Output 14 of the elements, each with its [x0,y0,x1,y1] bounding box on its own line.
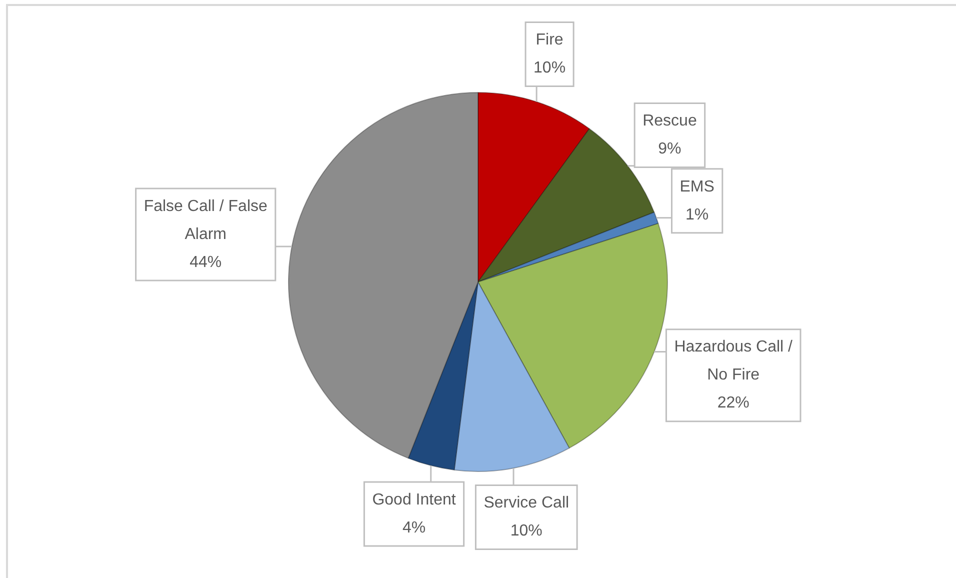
data-label: 44% [190,254,222,271]
slice-label: False Call / False Alarm [144,198,268,243]
slice-label: Service Call [484,494,570,512]
slice-label: Fire [536,32,564,49]
data-label: 4% [402,519,426,536]
slice-label: Rescue [642,112,697,130]
data-label: 10% [534,60,566,77]
slice-label: Good Intent [372,491,456,508]
data-label: 1% [686,206,709,224]
data-label: 22% [717,394,750,412]
slice-label: EMS [680,178,714,196]
data-label: 10% [510,522,542,540]
data-label: 9% [658,140,682,158]
slice-label: Hazardous Call / No Fire [674,338,794,384]
